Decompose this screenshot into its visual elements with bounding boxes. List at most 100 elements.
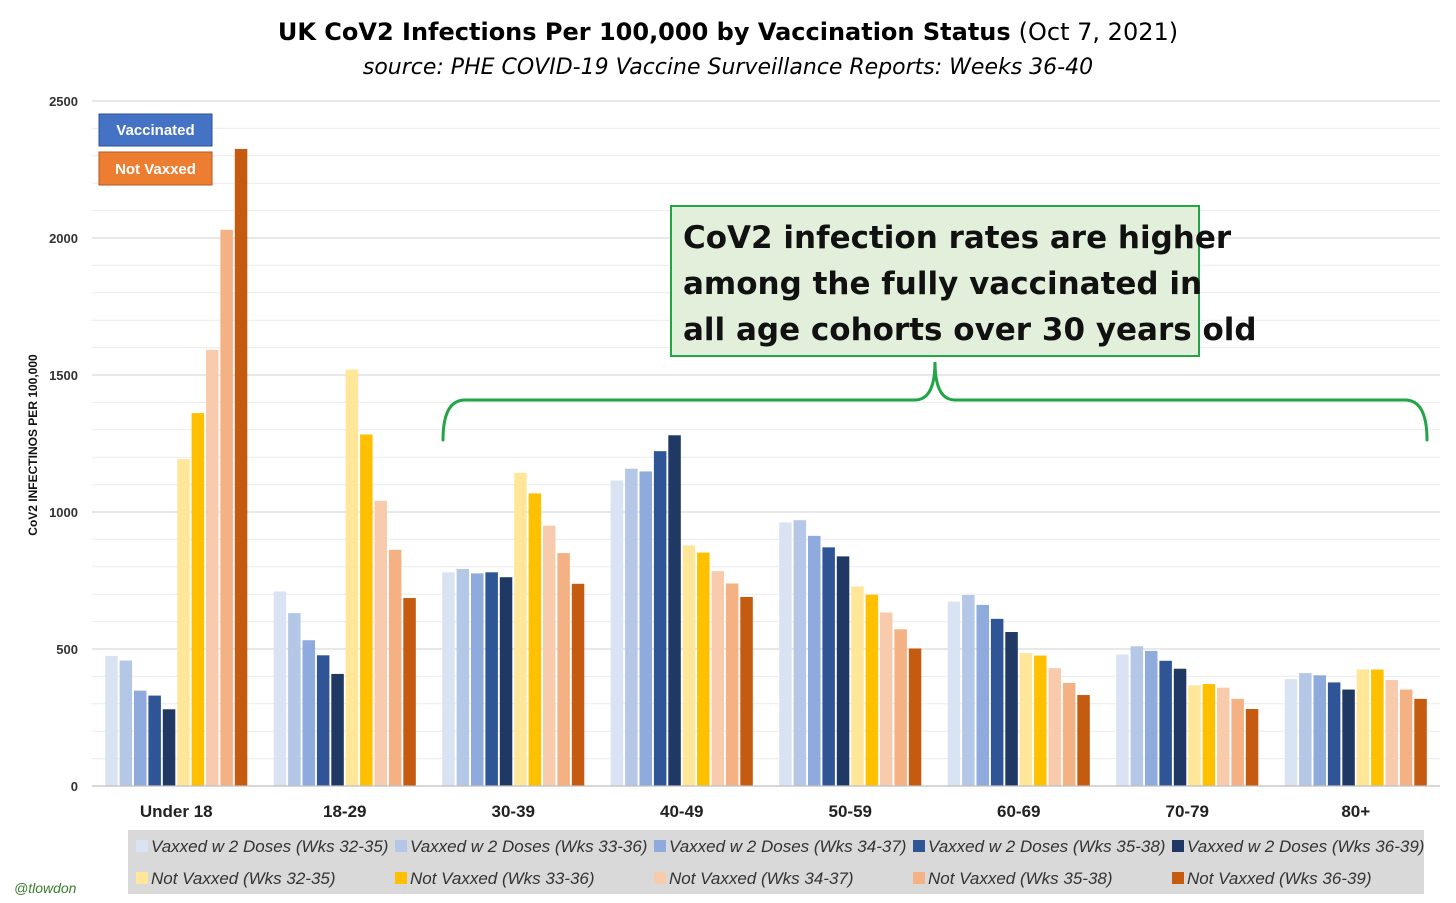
bar — [1327, 682, 1341, 786]
legend-item: Vaxxed w 2 Doses (Wks 33-36) — [395, 837, 647, 856]
bar — [1034, 655, 1047, 786]
y-tick-label: 2500 — [49, 94, 78, 109]
legend-swatch — [395, 872, 407, 884]
callout-box — [670, 205, 1200, 357]
vaccinated-badge: Vaccinated — [98, 113, 213, 147]
x-tick-label: 40-49 — [660, 802, 703, 821]
bar — [976, 604, 989, 786]
bar — [288, 613, 301, 786]
bar — [302, 640, 315, 786]
legend-label: Vaxxed w 2 Doses (Wks 34-37) — [669, 837, 906, 856]
bar — [908, 648, 922, 786]
bar — [1245, 709, 1259, 786]
bar — [625, 468, 638, 786]
legend-swatch — [136, 840, 148, 852]
vaccinated-badge-label: Vaccinated — [116, 122, 194, 139]
bar — [1414, 698, 1427, 786]
legend-swatch — [395, 840, 407, 852]
bar — [1188, 685, 1201, 786]
legend: Vaxxed w 2 Doses (Wks 32-35) Vaxxed w 2 D… — [136, 837, 1424, 888]
bar — [1005, 632, 1018, 786]
bar — [360, 434, 373, 786]
callout-line-3: all age cohorts over 30 years old — [683, 312, 1257, 348]
bar — [947, 601, 961, 786]
bar — [865, 594, 879, 786]
callout-line-1: CoV2 infection rates are higher — [683, 220, 1232, 256]
bar — [162, 709, 176, 786]
legend-label: Not Vaxxed (Wks 33-36) — [410, 869, 595, 888]
bar — [1202, 684, 1216, 786]
bar — [456, 568, 470, 786]
x-tick-label: 50-59 — [829, 802, 872, 821]
x-axis-ticks: Under 18 18-29 30-39 40-49 50-59 60-69 70-79 80… — [140, 802, 1370, 821]
bar — [1299, 673, 1312, 786]
bar — [711, 571, 724, 786]
bar — [610, 480, 624, 786]
y-axis-label: CoV2 INFECTINOS PER 100,000 — [26, 354, 40, 536]
legend-item: Vaxxed w 2 Doses (Wks 36-39) — [1172, 837, 1424, 856]
bar — [220, 229, 233, 786]
credit-handle: @tlowdon — [14, 880, 77, 896]
y-axis-ticks: 0 500 1000 1500 2000 2500 — [49, 94, 78, 794]
legend-swatch — [1172, 840, 1184, 852]
bar — [471, 573, 484, 786]
callout: CoV2 infection rates are higher among th… — [670, 205, 1257, 357]
legend-swatch — [136, 872, 148, 884]
bar — [345, 369, 359, 786]
bar — [543, 525, 556, 786]
bar — [119, 660, 133, 786]
x-tick-label: 30-39 — [492, 802, 535, 821]
legend-item: Vaxxed w 2 Doses (Wks 35-38) — [913, 837, 1165, 856]
not-vaxxed-badge: Not Vaxxed — [98, 151, 213, 186]
bar — [485, 572, 498, 786]
bar — [880, 612, 893, 786]
bar — [682, 545, 696, 786]
legend-item: Vaxxed w 2 Doses (Wks 34-37) — [654, 837, 906, 856]
legend-swatch — [1172, 872, 1184, 884]
legend-label: Vaxxed w 2 Doses (Wks 33-36) — [410, 837, 647, 856]
bar — [148, 695, 161, 786]
legend-item: Not Vaxxed (Wks 35-38) — [913, 869, 1113, 888]
bar — [374, 500, 387, 786]
bar — [1284, 679, 1298, 786]
not-vaxxed-badge-bg — [98, 151, 213, 186]
bar — [894, 629, 907, 786]
chart-title-date: (Oct 7, 2021) — [1019, 18, 1178, 46]
y-tick-label: 1500 — [49, 368, 78, 383]
bar — [1077, 695, 1090, 786]
bar — [528, 493, 542, 786]
bar — [499, 577, 513, 786]
legend-item: Not Vaxxed (Wks 36-39) — [1172, 869, 1372, 888]
bar — [779, 522, 792, 786]
x-tick-label: 18-29 — [323, 802, 366, 821]
legend-item: Not Vaxxed (Wks 32-35) — [136, 869, 336, 888]
bar — [1231, 698, 1244, 786]
bar — [442, 572, 455, 786]
bar — [514, 472, 527, 786]
legend-item: Vaxxed w 2 Doses (Wks 32-35) — [136, 837, 388, 856]
bar — [808, 535, 821, 786]
vaccinated-badge-bg — [98, 113, 213, 147]
bar — [1116, 654, 1129, 786]
callout-line-2: among the fully vaccinated in — [683, 266, 1202, 302]
bar — [234, 148, 248, 786]
x-tick-label: 60-69 — [997, 802, 1040, 821]
bar — [1062, 682, 1076, 786]
bar — [822, 547, 835, 786]
bar — [990, 618, 1004, 786]
bar — [177, 459, 190, 786]
bar — [388, 549, 402, 786]
y-tick-label: 1000 — [49, 505, 78, 520]
y-tick-label: 500 — [56, 642, 78, 657]
bar — [191, 413, 205, 786]
legend-item: Not Vaxxed (Wks 34-37) — [654, 869, 854, 888]
bar — [1399, 689, 1413, 786]
bar — [557, 553, 570, 786]
bar — [1173, 668, 1187, 786]
bar — [331, 673, 344, 786]
legend-label: Not Vaxxed (Wks 36-39) — [1187, 869, 1372, 888]
bar — [316, 655, 330, 786]
not-vaxxed-badge-label: Not Vaxxed — [115, 161, 196, 178]
bar — [697, 552, 710, 786]
legend-label: Not Vaxxed (Wks 35-38) — [928, 869, 1113, 888]
